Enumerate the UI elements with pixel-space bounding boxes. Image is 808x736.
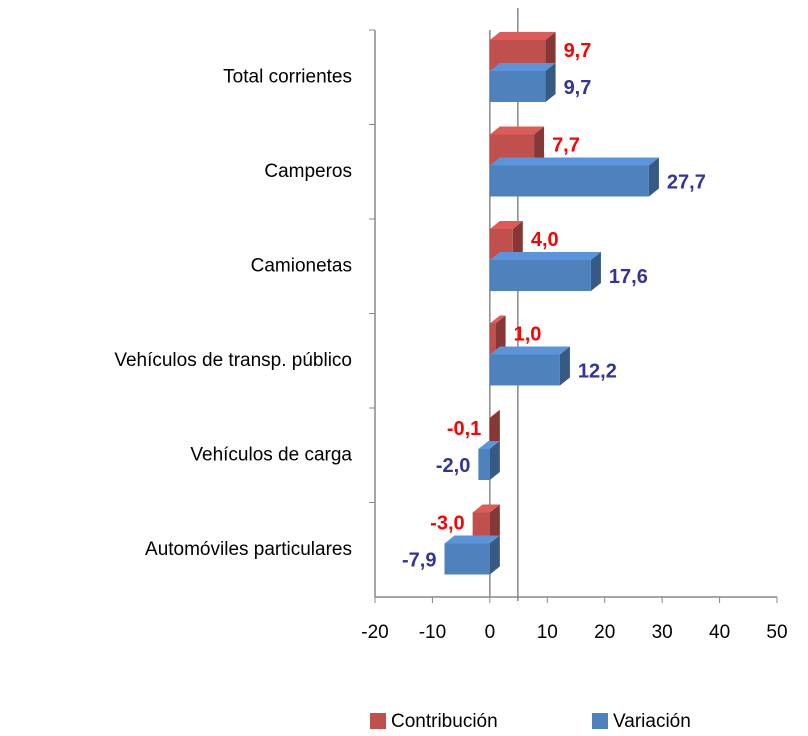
value-label: 17,6 — [609, 266, 648, 288]
bar-top — [489, 157, 659, 166]
value-label: 12,2 — [578, 360, 617, 382]
bar-top — [489, 252, 601, 260]
bar-top — [489, 315, 506, 324]
bar-side — [495, 315, 506, 355]
category-label: Camionetas — [251, 255, 352, 276]
x-tick-label: 40 — [709, 622, 730, 643]
legend-swatch — [592, 713, 608, 729]
bar — [478, 441, 500, 480]
category-label: Vehículos de transp. público — [114, 350, 352, 371]
bar-side — [545, 63, 556, 102]
category-label: Automóviles particulares — [145, 539, 352, 560]
bar-side — [489, 535, 500, 575]
bar-top — [489, 32, 556, 40]
value-label: -7,9 — [402, 549, 436, 571]
legend-label: Contribución — [391, 711, 498, 732]
legend-swatch — [370, 713, 386, 729]
value-label: 9,7 — [564, 40, 592, 62]
bar-front — [489, 354, 560, 386]
bar-top — [478, 441, 500, 449]
legend-label: Variación — [613, 711, 691, 732]
value-label: 1,0 — [514, 323, 542, 345]
value-label: 27,7 — [667, 171, 706, 193]
bar-top — [444, 535, 500, 544]
bar-side — [512, 221, 523, 260]
bar-side — [489, 410, 500, 449]
x-tick-label: 20 — [594, 622, 615, 643]
bar-front — [478, 449, 490, 480]
bar-top — [472, 504, 500, 513]
bar — [489, 157, 659, 197]
bar-front — [444, 543, 490, 575]
bar — [489, 315, 506, 355]
bar-top — [489, 346, 570, 355]
bar-side — [590, 252, 601, 291]
bar-top — [489, 221, 523, 229]
x-tick-label: 50 — [766, 622, 787, 643]
bar-top — [489, 63, 556, 71]
value-label: -2,0 — [436, 455, 470, 477]
bar-front — [489, 260, 591, 291]
x-tick-label: 10 — [537, 622, 558, 643]
value-label: 9,7 — [564, 77, 592, 99]
bar-top — [489, 410, 500, 418]
bar-front — [489, 418, 490, 449]
bar-side — [489, 504, 500, 544]
x-tick-label: -10 — [419, 622, 446, 643]
value-label: 4,0 — [531, 229, 559, 251]
bar — [489, 346, 570, 386]
value-label: -0,1 — [447, 418, 481, 440]
bar-top — [489, 126, 545, 135]
bar-side — [545, 32, 556, 71]
category-label: Total corrientes — [223, 66, 352, 87]
bar-front — [489, 165, 649, 197]
category-label: Vehículos de carga — [190, 444, 352, 465]
bar — [489, 410, 500, 449]
bar-front — [489, 323, 496, 355]
value-label: -3,0 — [430, 512, 464, 534]
value-label: 7,7 — [552, 134, 580, 156]
bar-side — [534, 126, 545, 166]
bar — [444, 535, 500, 575]
bar — [489, 252, 601, 291]
x-tick-label: -20 — [361, 622, 388, 643]
x-tick-label: 0 — [485, 622, 496, 643]
bar-side — [489, 441, 500, 480]
bar — [489, 63, 556, 102]
bar-side — [648, 157, 659, 197]
bar-front — [489, 71, 546, 102]
bar-side — [559, 346, 570, 386]
category-label: Camperos — [264, 161, 352, 182]
x-tick-label: 30 — [652, 622, 673, 643]
